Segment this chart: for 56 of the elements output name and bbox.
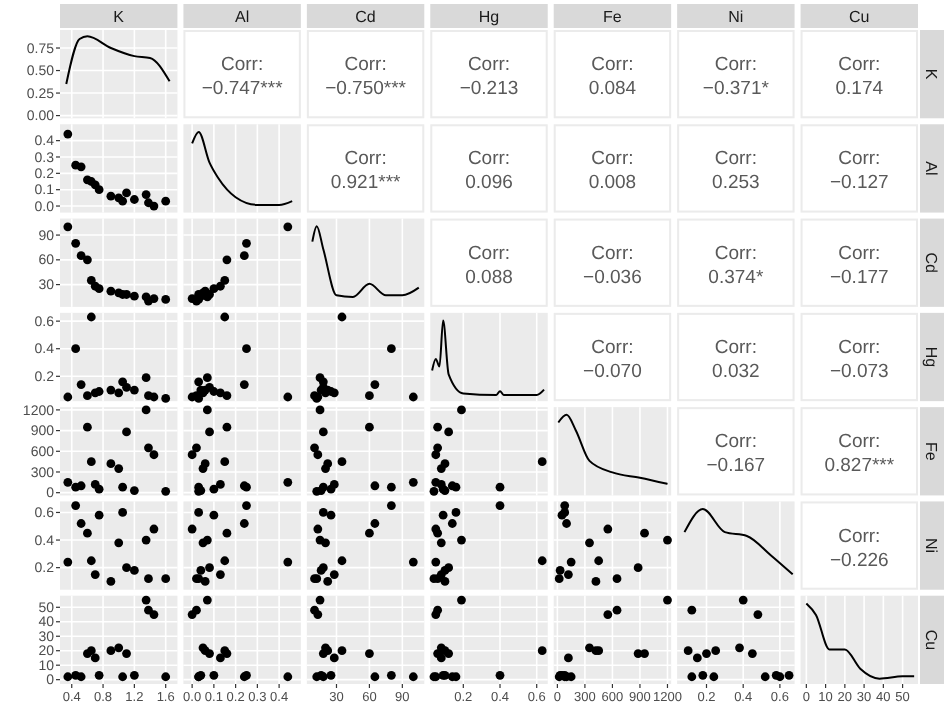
text: Corr:: [221, 54, 264, 77]
text: Corr:: [467, 54, 511, 77]
text: Corr:: [714, 148, 757, 171]
text: −0.177: [829, 266, 889, 289]
text: −0.167: [706, 455, 766, 478]
text: Corr:: [344, 148, 387, 171]
text: −0.213: [459, 78, 519, 101]
category-label: Al: [235, 8, 250, 26]
text: Corr:: [591, 54, 634, 77]
text: 0.827***: [824, 455, 895, 478]
category-label: K: [113, 8, 126, 26]
text: 0.084: [588, 78, 637, 101]
category-label: Fe: [922, 441, 940, 461]
text: Corr:: [714, 242, 757, 265]
category-label: Hg: [478, 8, 500, 26]
text: Corr:: [838, 148, 881, 171]
text: 0.096: [465, 172, 513, 195]
text: Corr:: [467, 148, 511, 171]
category-label: Al: [922, 161, 940, 176]
text: Corr:: [838, 337, 881, 359]
text: −0.226: [829, 549, 889, 572]
text: 0.374*: [708, 266, 764, 289]
text: −0.747***: [201, 78, 284, 101]
category-label: Cu: [849, 8, 870, 26]
text: Corr:: [714, 54, 757, 77]
text: Corr:: [838, 54, 881, 77]
text: −0.750***: [325, 78, 407, 101]
text: Corr:: [591, 148, 634, 171]
text: −0.127: [829, 172, 889, 195]
text: −0.371*: [702, 78, 770, 101]
category-label: Ni: [922, 538, 940, 554]
text: 0.921***: [330, 172, 402, 195]
category-label: Cu: [922, 629, 940, 651]
category-label: Hg: [922, 346, 940, 368]
category-label: Fe: [603, 8, 623, 26]
text: Corr:: [591, 337, 634, 359]
text: Corr:: [838, 525, 881, 548]
category-label: Cd: [922, 252, 940, 273]
text: 0.008: [588, 172, 637, 195]
text: Corr:: [714, 431, 757, 454]
text: Corr:: [591, 242, 634, 265]
text: 0.088: [465, 266, 513, 289]
text: Corr:: [838, 242, 881, 265]
text: Corr:: [714, 337, 757, 359]
category-label: Cd: [355, 8, 376, 26]
text: 0.032: [712, 361, 760, 383]
text: Corr:: [467, 242, 511, 265]
text: −0.070: [583, 361, 642, 383]
text: Corr:: [344, 54, 387, 77]
category-label: K: [922, 68, 940, 80]
text: −0.073: [829, 361, 889, 383]
text: Corr:: [838, 431, 881, 454]
category-label: Ni: [728, 8, 744, 26]
text: 0.253: [712, 172, 760, 195]
text: −0.036: [583, 266, 642, 289]
text: 0.174: [835, 78, 884, 101]
